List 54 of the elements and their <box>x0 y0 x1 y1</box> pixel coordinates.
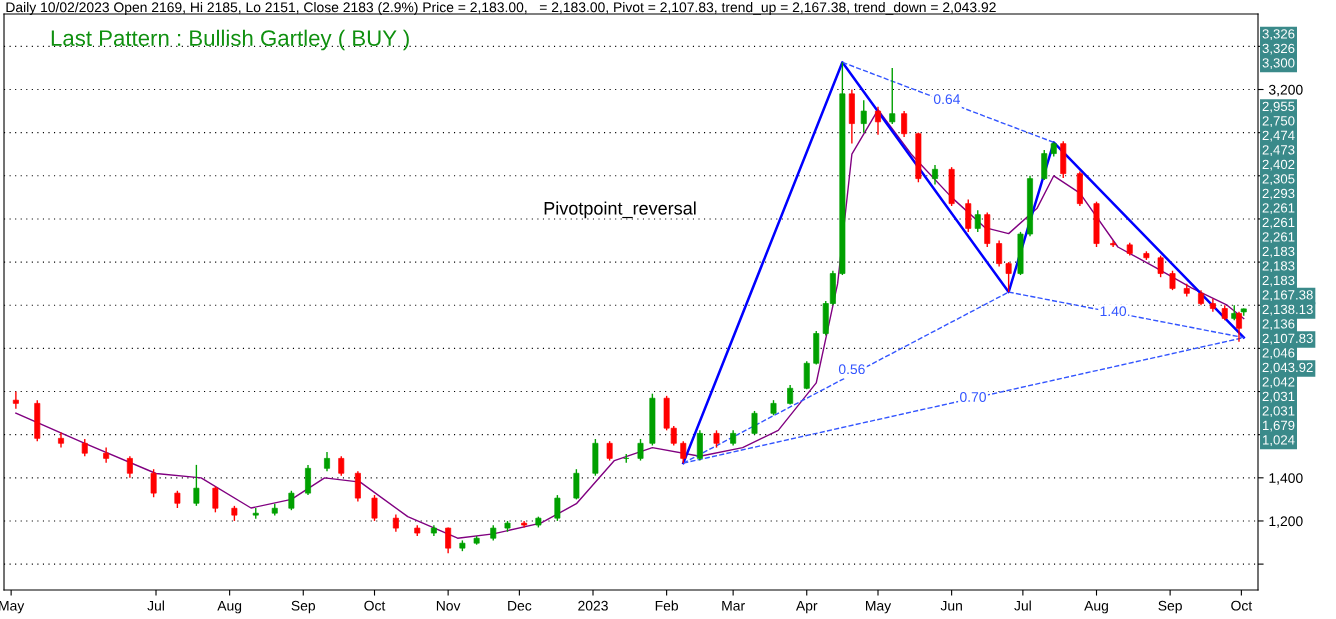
x-tick-label: 2023 <box>578 600 608 611</box>
annotation: Last Pattern : Bullish Gartley ( BUY ) <box>51 29 409 51</box>
chart-title: Daily 10/02/2023 Open 2169, Hi 2185, Lo 2151, Close 2183 (2.9%) Price = 2,183.00, = 2,183.00, Pivot = 2,107.83, trend_up = 2,167.38, trend_down = 2,043.92 <box>6 2 996 15</box>
text: 2,107.83 <box>1262 333 1313 345</box>
text: 2,183 <box>1262 275 1295 287</box>
x-tick-label: Jun <box>940 600 962 611</box>
text: 3,326 <box>1262 29 1295 41</box>
text: 2,750 <box>1262 116 1295 128</box>
x-tick-label: May <box>866 600 892 614</box>
annotation: 0.70 <box>960 392 986 402</box>
text: 2,261 <box>1262 232 1295 244</box>
text: 2,046 <box>1262 348 1295 360</box>
x-tick-label: Aug <box>217 600 242 614</box>
text: 2,183 <box>1262 246 1295 258</box>
text: 2,955 <box>1262 101 1295 113</box>
text: 3,300 <box>1262 58 1295 70</box>
text: 2,031 <box>1262 391 1295 403</box>
text: 2,043.92 <box>1262 362 1313 374</box>
text: 2,402 <box>1262 159 1295 171</box>
y-tick-label: 1,200 <box>1269 516 1303 528</box>
x-tick-label: Dec <box>508 600 532 611</box>
x-tick-label: Apr <box>795 600 818 614</box>
text: 2,305 <box>1262 174 1295 186</box>
text: 2,261 <box>1262 217 1295 229</box>
x-tick-label: Aug <box>1084 600 1108 614</box>
x-tick-label: May <box>0 600 25 614</box>
text: 2,167.38 <box>1262 290 1313 302</box>
x-tick-label: Sep <box>1158 600 1182 614</box>
text: 2,293 <box>1262 188 1295 200</box>
text: 2,031 <box>1262 406 1295 418</box>
annotation: 0.64 <box>933 94 960 105</box>
text: 2,138.13 <box>1262 304 1313 316</box>
text: 3,326 <box>1262 43 1295 55</box>
text: 2,042 <box>1262 377 1295 389</box>
x-tick-label: Sep <box>291 600 316 614</box>
text: 2,473 <box>1262 145 1295 157</box>
text: 2,183 <box>1262 261 1295 273</box>
annotation: 0.56 <box>838 364 865 375</box>
x-tick-label: Jul <box>1014 600 1031 611</box>
annotation: Pivotpoint_reversal <box>544 201 696 219</box>
x-tick-label: Oct <box>1231 600 1253 611</box>
annotation: 1.40 <box>1100 306 1127 317</box>
text: 2,136 <box>1262 319 1295 331</box>
text: 2,474 <box>1262 130 1295 142</box>
x-tick-label: Mar <box>722 600 745 611</box>
text: 1,024 <box>1263 435 1295 447</box>
text: 2,261 <box>1262 203 1295 215</box>
x-tick-label: Oct <box>364 600 386 611</box>
text: 1,679 <box>1263 420 1295 432</box>
x-tick-label: Jul <box>147 600 164 611</box>
x-tick-label: Feb <box>655 600 679 611</box>
y-tick-label: 3,200 <box>1268 84 1303 97</box>
y-tick-label: 1,400 <box>1269 473 1303 485</box>
x-tick-label: Nov <box>436 600 461 611</box>
